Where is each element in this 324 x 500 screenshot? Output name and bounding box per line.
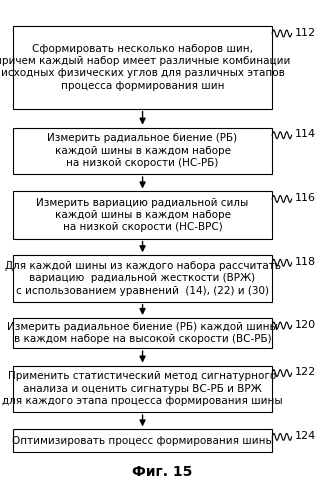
Text: Сформировать несколько наборов шин,
причем каждый набор имеет различные комбинац: Сформировать несколько наборов шин, прич… (0, 44, 290, 91)
Text: Оптимизировать процесс формирования шины: Оптимизировать процесс формирования шины (12, 436, 273, 446)
Bar (13, 366, 272, 412)
Bar (13, 255, 272, 302)
Text: Измерить радиальное биение (РБ)
каждой шины в каждом наборе
на низкой скорости (: Измерить радиальное биение (РБ) каждой ш… (48, 134, 237, 168)
Text: 120: 120 (295, 320, 316, 330)
Text: 122: 122 (295, 367, 316, 377)
Text: 124: 124 (295, 431, 316, 441)
Bar (13, 318, 272, 348)
Text: 118: 118 (295, 257, 316, 267)
Text: 114: 114 (295, 130, 316, 140)
Bar (13, 26, 272, 108)
Text: Фиг. 15: Фиг. 15 (132, 466, 192, 479)
Text: 116: 116 (295, 193, 316, 203)
Text: 112: 112 (295, 28, 316, 38)
Text: Применить статистический метод сигнатурного
анализа и оценить сигнатуры ВС-РБ и : Применить статистический метод сигнатурн… (2, 372, 283, 406)
Bar (13, 430, 272, 452)
Bar (13, 128, 272, 174)
Bar (13, 192, 272, 238)
Text: Измерить вариацию радиальной силы
каждой шины в каждом наборе
на низкой скорости: Измерить вариацию радиальной силы каждой… (36, 198, 249, 232)
Text: Для каждой шины из каждого набора рассчитать
вариацию  радиальной жесткости (ВРЖ: Для каждой шины из каждого набора рассчи… (5, 261, 281, 296)
Text: Измерить радиальное биение (РБ) каждой шины
в каждом наборе на высокой скорости : Измерить радиальное биение (РБ) каждой ш… (7, 322, 278, 344)
